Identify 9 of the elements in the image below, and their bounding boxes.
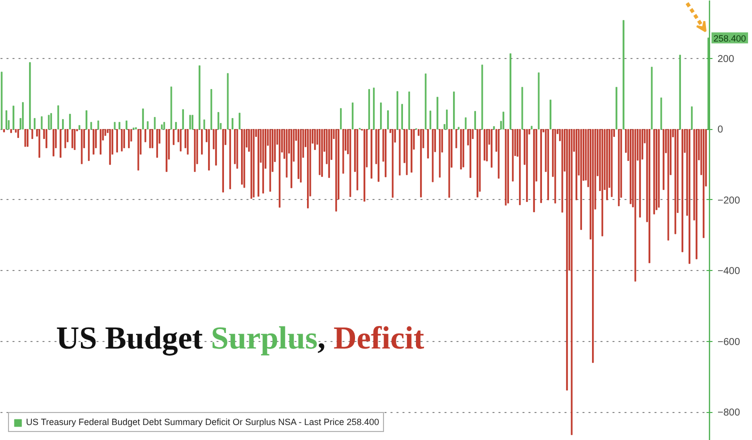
y-tick-label: −400: [718, 266, 740, 278]
legend-label: US Treasury Federal Budget Debt Summary Deficit Or Surplus NSA - Last Price 258.400: [26, 417, 380, 427]
y-tick-label: 200: [718, 54, 735, 66]
y-tick-label: −200: [718, 195, 740, 206]
annotation: 258.400: [714, 33, 746, 44]
text: US Budget Surplus, Deficit: [56, 319, 425, 357]
y-tick-label: −600: [718, 336, 740, 348]
y-tick-label: 0: [718, 124, 724, 136]
y-tick-label: −800: [718, 408, 740, 419]
